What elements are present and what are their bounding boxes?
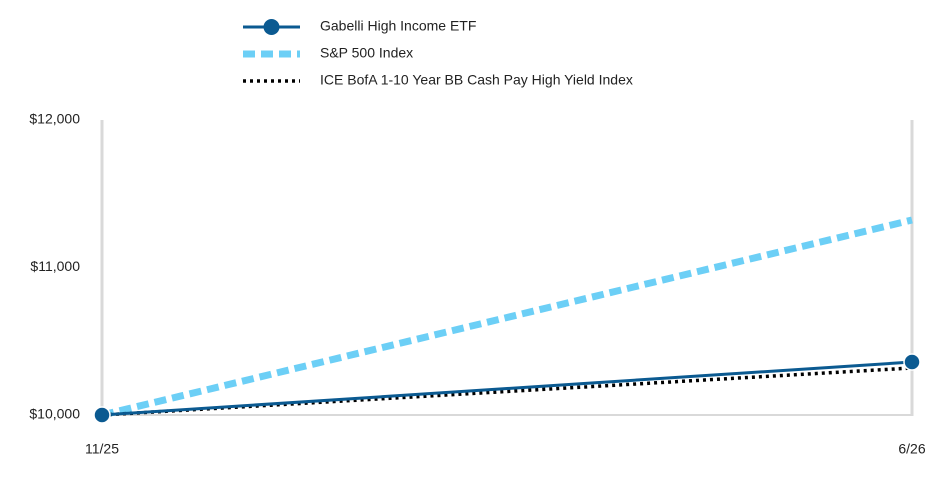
point-marker	[93, 406, 111, 424]
y-tick-label: $12,000	[29, 111, 80, 127]
series-line	[101, 360, 913, 417]
series-line	[101, 216, 913, 419]
legend-label: S&P 500 Index	[320, 45, 413, 61]
legend-marker	[263, 19, 280, 35]
y-tick-label: $11,000	[30, 258, 80, 274]
x-tick-label: 11/25	[85, 441, 119, 457]
x-tick-label: 6/26	[898, 441, 925, 457]
y-tick-label: $10,000	[29, 406, 80, 422]
legend-label: ICE BofA 1-10 Year BB Cash Pay High Yiel…	[320, 72, 633, 88]
point-marker	[903, 353, 921, 371]
legend-label: Gabelli High Income ETF	[320, 18, 476, 34]
